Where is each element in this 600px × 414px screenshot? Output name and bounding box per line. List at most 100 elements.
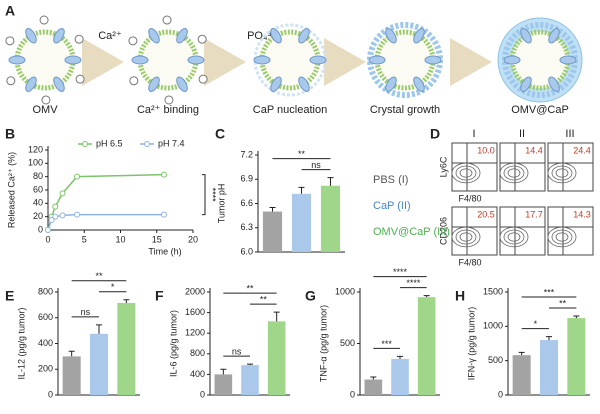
bar (267, 321, 286, 395)
ion (39, 15, 49, 25)
y-axis-label: Tumor pH (216, 184, 226, 224)
significance: ** (298, 149, 306, 159)
point (52, 213, 59, 220)
bar (567, 318, 586, 395)
contour (499, 162, 529, 184)
contour (455, 165, 477, 181)
point (161, 211, 167, 218)
error-bar (546, 336, 552, 341)
y-tick-label: 6.3 (240, 222, 253, 232)
y-tick-label: 1000 (483, 321, 503, 331)
error-bar (269, 207, 276, 212)
panel-label: E (5, 288, 14, 304)
protein (309, 55, 327, 65)
column-label: III (565, 128, 574, 140)
axis-label: CD206 (438, 217, 448, 245)
legend-label: CaP (II) (373, 200, 411, 212)
error-bar (298, 186, 305, 194)
error-bar (518, 351, 525, 356)
error-bar (68, 350, 75, 357)
y-axis-label: Released Ca²⁺ (%) (6, 152, 16, 228)
error-bar (273, 311, 280, 322)
y-tick-label: 2000 (185, 286, 205, 296)
protein (298, 28, 310, 44)
point (48, 217, 55, 223)
panel-label: C (215, 126, 225, 142)
bar (89, 333, 109, 395)
stage-label: Ca²⁺ binding (137, 104, 199, 116)
protein (148, 76, 160, 92)
y-tick-label: 6.9 (240, 174, 253, 184)
y-axis-label: IFN-γ (pg/g tumor) (466, 307, 476, 381)
point (59, 212, 66, 219)
protein (25, 76, 37, 92)
contour (555, 168, 569, 178)
y-tick-label: 200 (38, 364, 53, 374)
legend-marker (82, 141, 88, 147)
plot-box (547, 142, 594, 192)
bracket (202, 174, 206, 216)
protein (385, 28, 397, 44)
protein (53, 28, 65, 44)
y-tick-label: 1600 (185, 307, 205, 317)
contour (499, 226, 529, 248)
significance: ** (559, 298, 567, 308)
contour (459, 168, 473, 178)
protein (187, 55, 205, 65)
y-tick-label: 6.0 (240, 246, 253, 256)
gate-value: 14.4 (525, 145, 543, 155)
ion-label: Ca²⁺ (98, 30, 122, 42)
y-tick-label: 400 (190, 369, 205, 379)
x-tick-label: 20 (188, 234, 198, 244)
protein (413, 76, 425, 92)
contour (507, 168, 521, 178)
panel-label: H (455, 288, 465, 304)
ion (198, 74, 208, 84)
gate-value: 10.0 (477, 145, 495, 155)
y-tick-label: 1200 (185, 328, 205, 338)
y-tick-label: 500 (340, 338, 355, 348)
error-bar (247, 363, 253, 366)
y-tick-label: 0 (498, 389, 503, 399)
panel-label: B (5, 126, 15, 142)
contour (459, 232, 473, 242)
protein (270, 28, 282, 44)
series-line (47, 213, 164, 231)
significance: * (534, 319, 538, 329)
bar (214, 374, 233, 395)
bar (117, 302, 136, 395)
contour (503, 165, 525, 181)
error-bar (573, 315, 580, 319)
ion (74, 34, 84, 44)
series-line (47, 173, 165, 231)
significance: *** (544, 287, 555, 297)
y-tick-label: 800 (190, 348, 205, 358)
significance: ** (95, 271, 103, 281)
legend-label: pH 7.4 (158, 138, 185, 148)
y-axis-label: IL-6 (pg/g tumor) (168, 310, 178, 377)
y-tick-label: 1500 (483, 286, 503, 296)
point (74, 211, 80, 218)
ion (129, 76, 139, 86)
vesicles (5, 15, 583, 105)
y-tick-label: 120 (28, 144, 43, 154)
error-bar (123, 299, 130, 303)
x-tick-label: 5 (82, 234, 87, 244)
protein (559, 55, 577, 65)
significance: ** (260, 294, 268, 304)
protein (8, 55, 26, 65)
y-tick-label: 0 (38, 224, 43, 234)
stage-label: OMV (32, 104, 58, 116)
contour (551, 229, 573, 245)
y-tick-label: 0 (200, 389, 205, 399)
legend-label: OMV@CaP (III) (373, 226, 450, 238)
ion (75, 74, 85, 84)
y-tick-label: 1000 (335, 286, 355, 296)
significance: * (111, 282, 115, 292)
x-axis-label: Time (h) (148, 246, 181, 256)
y-tick-label: 0 (48, 389, 53, 399)
column-label: II (519, 128, 525, 140)
plot-box (499, 206, 546, 256)
point (161, 171, 167, 178)
y-tick-label: 40 (33, 198, 43, 208)
